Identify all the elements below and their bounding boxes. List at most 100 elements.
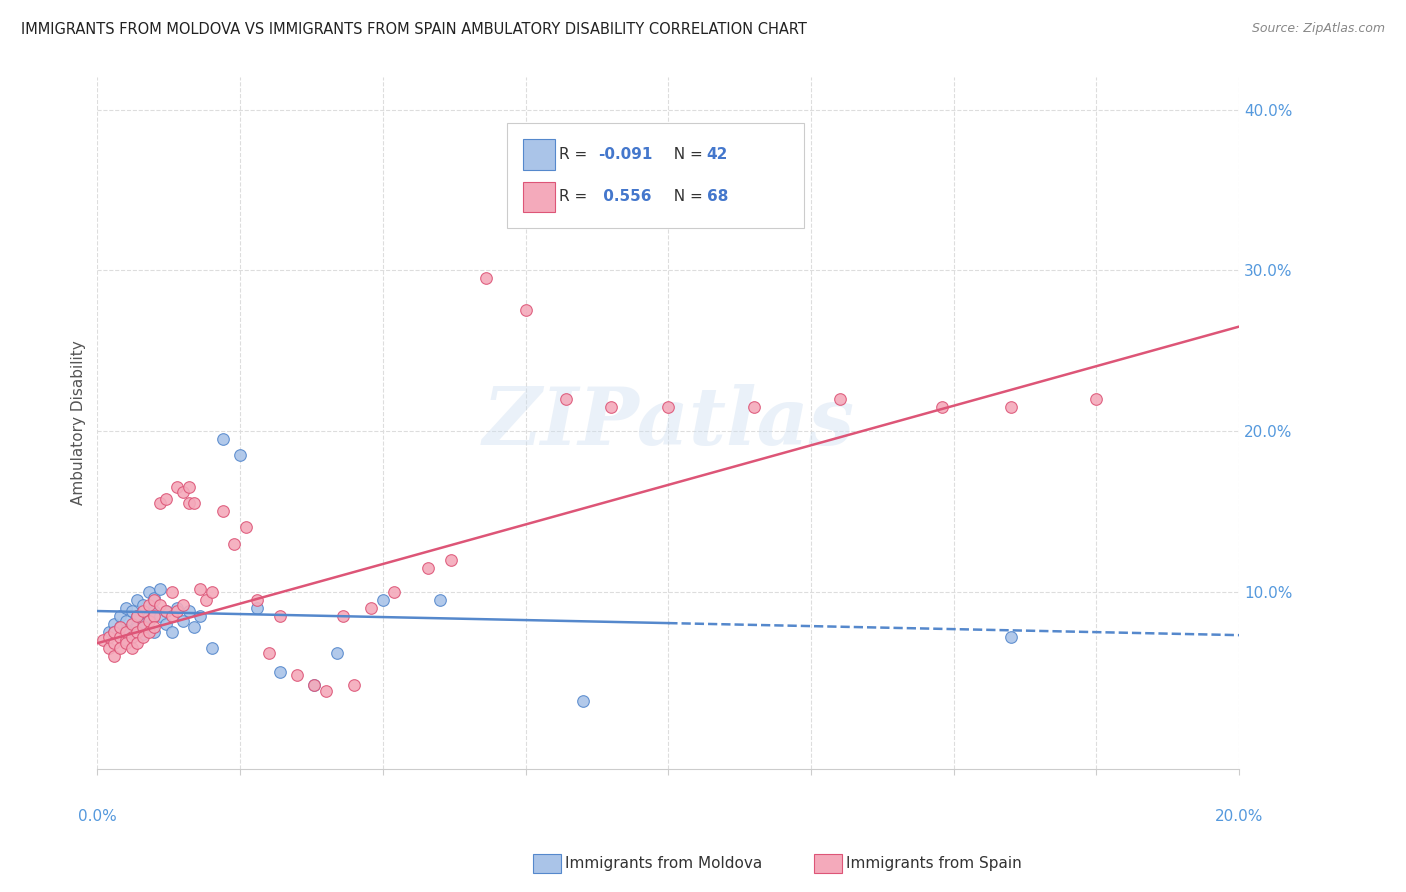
Point [246,600,269,615]
Point [343,678,366,692]
Point [127,636,149,650]
Point [183,620,205,634]
Point [1085,392,1108,406]
Point [121,640,143,655]
Point [121,604,143,618]
Point [515,303,537,318]
Point [172,598,194,612]
Point [212,504,235,518]
Point [172,614,194,628]
Point [138,608,160,623]
Point [138,598,160,612]
Point [285,668,308,682]
Point [149,582,172,596]
Point [143,624,166,639]
Point [103,616,125,631]
Text: 0.0%: 0.0% [77,809,117,823]
Point [332,608,354,623]
Point [138,614,160,628]
Point [269,665,291,679]
Point [360,600,382,615]
Point [828,392,851,406]
Point [166,604,188,618]
Point [554,392,576,406]
Text: R =: R = [558,189,592,204]
Point [269,608,291,623]
Text: Immigrants from Spain: Immigrants from Spain [846,856,1022,871]
Point [115,600,138,615]
Point [155,604,177,618]
Point [571,694,593,708]
Point [160,608,183,623]
Point [382,584,405,599]
Point [200,640,222,655]
Point [97,640,120,655]
Text: R =: R = [558,147,592,162]
Point [143,608,166,623]
Point [143,604,166,618]
Point [108,630,131,644]
Point [246,592,269,607]
Text: 68: 68 [706,189,728,204]
Point [132,616,155,631]
Point [127,624,149,639]
Point [440,552,463,566]
Point [1000,400,1022,414]
Point [127,620,149,634]
Point [121,630,143,644]
Point [172,485,194,500]
Point [138,624,160,639]
Point [188,582,211,596]
Point [160,624,183,639]
Point [742,400,765,414]
Text: -0.091: -0.091 [598,147,652,162]
Point [108,608,131,623]
Point [212,432,235,446]
Point [326,646,349,660]
Point [143,592,166,607]
Point [177,604,200,618]
Point [224,536,246,550]
Point [155,616,177,631]
Point [229,448,252,462]
Text: 20.0%: 20.0% [1215,809,1264,823]
Point [132,626,155,640]
Point [235,520,257,534]
Point [115,632,138,647]
Point [188,608,211,623]
Point [149,598,172,612]
Text: N =: N = [664,189,709,204]
Point [127,608,149,623]
Point [194,592,217,607]
Point [115,614,138,628]
Point [138,584,160,599]
Point [257,646,280,660]
Point [103,624,125,639]
Text: 42: 42 [706,147,728,162]
Point [418,560,440,574]
Point [132,598,155,612]
Point [97,630,120,644]
Point [474,271,496,285]
Point [315,684,337,698]
Point [91,632,114,647]
Point [149,496,172,510]
Point [97,624,120,639]
Point [108,620,131,634]
Point [371,592,394,607]
Point [149,608,172,623]
Text: Immigrants from Moldova: Immigrants from Moldova [565,856,762,871]
Text: Source: ZipAtlas.com: Source: ZipAtlas.com [1251,22,1385,36]
Y-axis label: Ambulatory Disability: Ambulatory Disability [72,341,86,506]
Point [143,620,166,634]
Point [121,616,143,631]
Point [200,584,222,599]
Point [143,591,166,606]
Point [108,640,131,655]
Point [166,600,188,615]
Point [304,678,326,692]
Point [103,624,125,639]
Point [121,630,143,644]
Text: IMMIGRANTS FROM MOLDOVA VS IMMIGRANTS FROM SPAIN AMBULATORY DISABILITY CORRELATI: IMMIGRANTS FROM MOLDOVA VS IMMIGRANTS FR… [21,22,807,37]
Point [155,491,177,506]
